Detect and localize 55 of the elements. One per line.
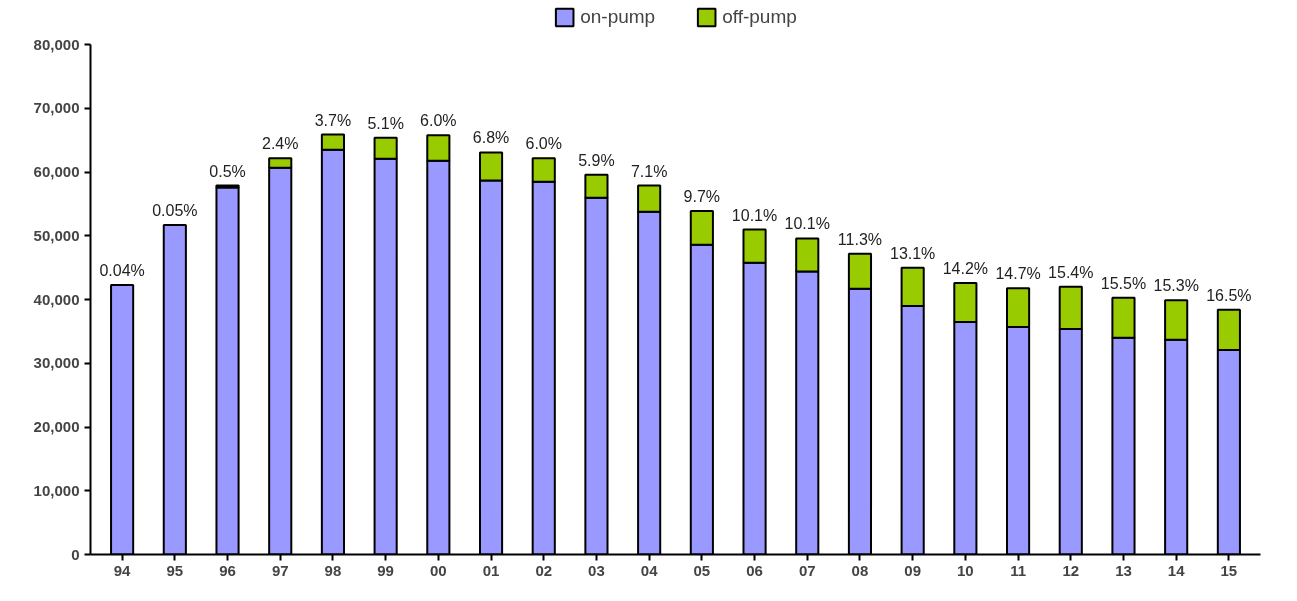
x-tick-label: 02 (535, 561, 553, 579)
x-tick-label: 96 (219, 561, 236, 579)
legend-label: off-pump (722, 6, 797, 28)
x-tick-label: 13 (1115, 561, 1132, 579)
x-tick-label: 11 (1010, 561, 1026, 579)
y-tick-label: 60,000 (33, 163, 80, 181)
annotation: 0.5% (209, 162, 246, 180)
annotation: 13.1% (889, 244, 936, 262)
annotation: 0.04% (99, 261, 145, 279)
annotation: 7.1% (630, 162, 668, 180)
annotation: 14.7% (995, 265, 1041, 283)
x-tick-label: 09 (904, 561, 922, 579)
y-tick-label: 70,000 (33, 99, 80, 117)
annotation: 9.7% (683, 188, 721, 206)
annotation: 3.7% (314, 111, 352, 129)
annotation: 15.3% (1153, 277, 1199, 295)
y-tick-label: 50,000 (33, 226, 80, 244)
y-tick-label: 20,000 (33, 418, 80, 436)
x-tick-label: 08 (851, 561, 869, 579)
x-tick-label: 05 (693, 561, 711, 579)
x-tick-label: 94 (113, 561, 132, 579)
x-tick-label: 14 (1167, 561, 1186, 579)
annotation: 16.5% (1206, 286, 1252, 304)
y-tick-label: 40,000 (33, 290, 80, 308)
annotation: 15.4% (1048, 263, 1094, 281)
y-tick-label: 30,000 (33, 354, 80, 372)
y-tick-label: 10,000 (33, 481, 80, 499)
annotation: 15.5% (1100, 274, 1147, 292)
x-tick-label: 06 (746, 561, 763, 579)
x-tick-label: 00 (430, 561, 447, 579)
annotation: 5.9% (578, 151, 615, 169)
annotation: 5.1% (367, 114, 404, 132)
y-tick-label: 80,000 (33, 35, 80, 53)
annotation: 10.1% (784, 215, 830, 233)
annotation: 0.05% (152, 202, 198, 220)
annotation: 10.1% (731, 206, 778, 224)
annotation: 2.4% (262, 135, 299, 153)
x-tick-label: 07 (798, 561, 816, 579)
annotation: 6.8% (472, 129, 510, 147)
x-tick-label: 99 (377, 561, 394, 579)
legend-label: on-pump (580, 6, 656, 28)
x-tick-label: 04 (640, 561, 659, 579)
x-tick-label: 01 (482, 561, 500, 579)
x-tick-label: 95 (166, 561, 184, 579)
annotation: 6.0% (420, 112, 457, 130)
x-tick-label: 97 (271, 561, 289, 579)
annotation: 6.0% (525, 135, 562, 153)
annotation: 14.2% (942, 260, 989, 278)
x-tick-label: 03 (588, 561, 605, 579)
y-tick-label: 0 (71, 545, 80, 563)
x-tick-label: 98 (324, 561, 342, 579)
x-tick-label: 15 (1220, 561, 1238, 579)
x-tick-label: 10 (957, 561, 974, 579)
annotation: 11.3% (837, 230, 883, 248)
x-tick-label: 12 (1062, 561, 1080, 579)
